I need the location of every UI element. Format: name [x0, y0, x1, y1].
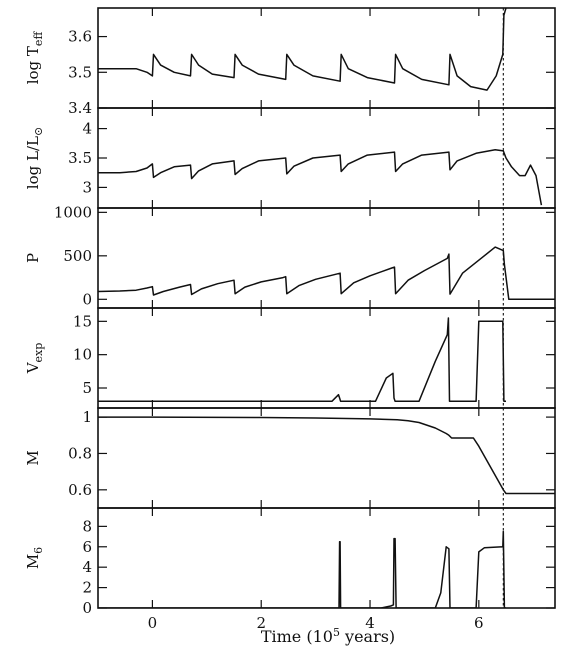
y-axis-title: Vexp — [24, 343, 45, 375]
panel-frame — [97, 407, 556, 509]
y-tick-label: 4 — [82, 558, 92, 576]
panel-frame — [97, 107, 556, 209]
y-tick-label: 4 — [82, 120, 92, 138]
y-tick-label: 3.4 — [68, 99, 92, 117]
series-line-vexp-0 — [98, 317, 506, 403]
y-tick-label: 3.6 — [68, 28, 92, 46]
panel-mass: 0.6 0.8 1 M — [24, 407, 556, 509]
series-line-period-0 — [98, 246, 555, 301]
y-tick-label: 3 — [82, 178, 92, 196]
y-tick-label: 2 — [82, 579, 92, 597]
x-tick-label: 2 — [256, 614, 266, 632]
series-line-mdot-0 — [98, 530, 506, 608]
y-tick-label: 1000 — [54, 203, 92, 221]
panels-layer: 3.4 3.5 3.6 log Teff 3 3.5 4 log L/L⊙ 0 500 1000 P 5… — [24, 7, 556, 617]
series-line-mass-0 — [98, 416, 555, 495]
y-axis-title: M — [24, 450, 42, 465]
x-axis-title: Time (105 years) — [261, 626, 395, 646]
y-tick-label: 1 — [82, 408, 92, 426]
panel-mdot: 0 2 4 6 8 M6 — [24, 507, 556, 617]
panel-period: 0 500 1000 P — [24, 203, 556, 309]
y-tick-label: 0.6 — [68, 481, 92, 499]
x-tick-label: 6 — [474, 614, 484, 632]
x-axis: Time (105 years) 0 2 4 6 — [148, 614, 484, 646]
series-line-teff-0 — [98, 8, 507, 91]
x-tick-label: 4 — [365, 614, 375, 632]
y-tick-label: 500 — [63, 247, 92, 265]
panel-frame — [97, 307, 556, 409]
panel-vexp: 5 10 15 Vexp — [24, 307, 556, 409]
series-line-lum-0 — [98, 149, 543, 206]
y-tick-label: 5 — [82, 379, 92, 397]
y-tick-label: 0 — [82, 599, 92, 617]
panel-frame — [97, 207, 556, 309]
y-axis-title: log Teff — [24, 31, 45, 85]
y-axis-title: P — [24, 253, 42, 263]
y-tick-label: 3.5 — [68, 149, 92, 167]
x-tick-label: 0 — [148, 614, 158, 632]
y-tick-label: 10 — [73, 346, 92, 364]
y-tick-label: 15 — [73, 312, 92, 330]
y-tick-label: 8 — [82, 517, 92, 535]
y-tick-label: 0.8 — [68, 444, 92, 462]
panel-frame — [97, 507, 556, 609]
panel-lum: 3 3.5 4 log L/L⊙ — [24, 107, 556, 209]
y-axis-title: M6 — [24, 547, 45, 569]
y-tick-label: 6 — [82, 538, 92, 556]
panel-frame — [97, 7, 556, 109]
y-tick-label: 0 — [82, 290, 92, 308]
y-axis-title: log L/L⊙ — [24, 127, 45, 189]
y-tick-label: 3.5 — [68, 63, 92, 81]
panel-teff: 3.4 3.5 3.6 log Teff — [24, 7, 556, 117]
